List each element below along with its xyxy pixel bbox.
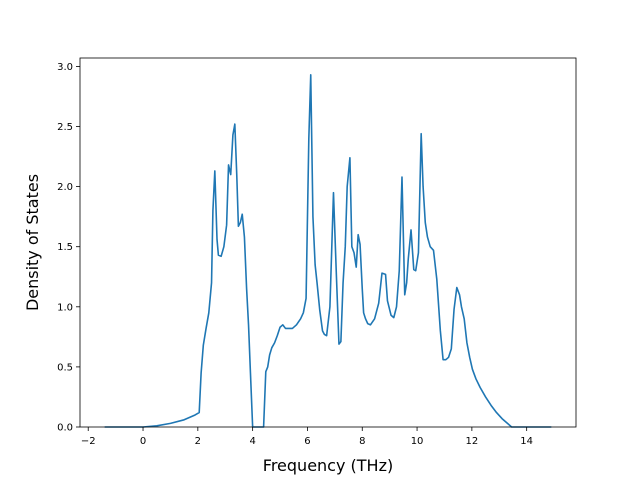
x-tick-label: 10	[411, 436, 424, 447]
y-tick-label: 2.0	[57, 182, 73, 193]
x-tick-label: 4	[249, 436, 255, 447]
x-tick-label: 2	[195, 436, 201, 447]
y-tick-label: 0.0	[57, 423, 73, 434]
x-tick-label: 0	[140, 436, 146, 447]
y-tick-label: 3.0	[57, 62, 73, 73]
x-tick-label: −2	[81, 436, 96, 447]
x-axis-ticks: −2 0 2 4 6 8 10 12 14	[81, 427, 533, 447]
x-tick-label: 6	[304, 436, 310, 447]
axes-frame	[79, 57, 577, 428]
x-tick-label: 14	[520, 436, 533, 447]
y-tick-label: 1.0	[57, 302, 73, 313]
y-tick-label: 0.5	[57, 362, 73, 373]
dos-series-line	[104, 74, 552, 428]
x-tick-label: 8	[359, 436, 365, 447]
y-tick-label: 1.5	[57, 242, 73, 253]
x-tick-label: 12	[466, 436, 479, 447]
y-axis-label: Density of States	[23, 174, 42, 311]
y-tick-label: 2.5	[57, 122, 73, 133]
plot-area	[104, 74, 552, 428]
y-axis-ticks: 0.0 0.5 1.0 1.5 2.0 2.5 3.0	[57, 62, 80, 434]
x-axis-label: Frequency (THz)	[263, 456, 393, 475]
